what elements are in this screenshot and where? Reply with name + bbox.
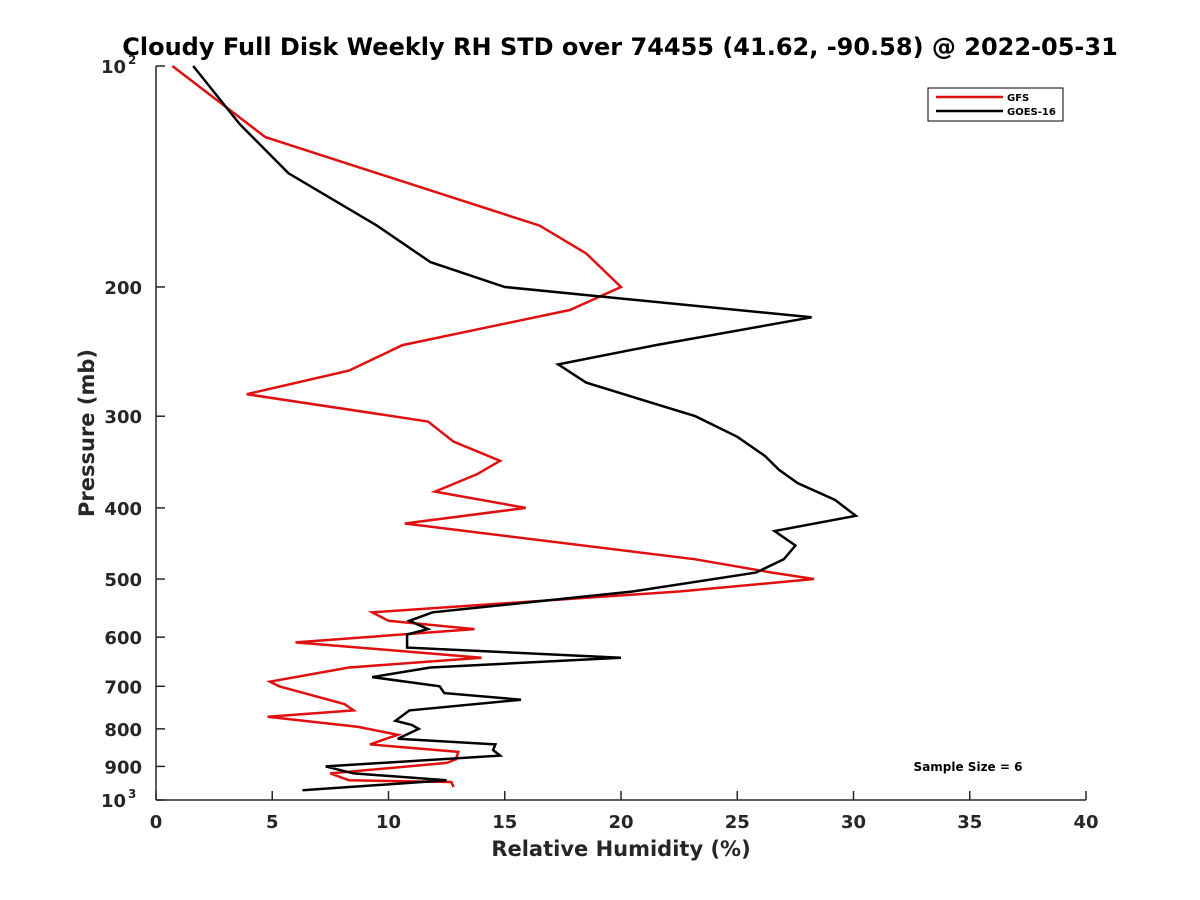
y-tick-label: 200 [104,278,142,299]
x-tick-label: 0 [150,812,163,833]
y-axis-label: Pressure (mb) [75,349,99,517]
x-ticks: 0 5 10 15 20 25 30 35 40 [150,791,1099,833]
series-line-goes16 [192,65,859,792]
x-tick-label: 15 [492,812,517,833]
y-tick-label: 10 [101,791,126,812]
y-tick-label: 10 [101,57,126,78]
y-tick-label: 700 [104,677,142,698]
series-layer [171,65,859,792]
sample-size-annotation: Sample Size = 6 [914,760,1023,774]
legend-label-goes16: GOES-16 [1007,107,1056,118]
legend-box [927,87,1064,122]
x-tick-label: 25 [725,812,750,833]
y-tick-label: 600 [104,628,142,649]
x-tick-label: 10 [376,812,401,833]
y-tick-exponent: 3 [128,787,136,801]
chart-title: Cloudy Full Disk Weekly RH STD over 7445… [122,33,1118,61]
legend-label-gfs: GFS [1007,93,1029,104]
x-axis-label: Relative Humidity (%) [491,837,750,861]
x-tick-label: 20 [608,812,633,833]
y-tick-exponent: 2 [128,53,136,67]
y-tick-label: 400 [104,499,142,520]
x-tick-label: 40 [1073,812,1098,833]
y-tick-label: 900 [104,757,142,778]
y-tick-label: 800 [104,720,142,741]
x-tick-label: 5 [266,812,279,833]
y-tick-label: 300 [104,407,142,428]
series-line-gfs [171,65,815,788]
y-tick-label: 500 [104,570,142,591]
legend: GFS GOES-16 [927,87,1064,122]
x-tick-label: 30 [841,812,866,833]
x-tick-label: 35 [957,812,982,833]
